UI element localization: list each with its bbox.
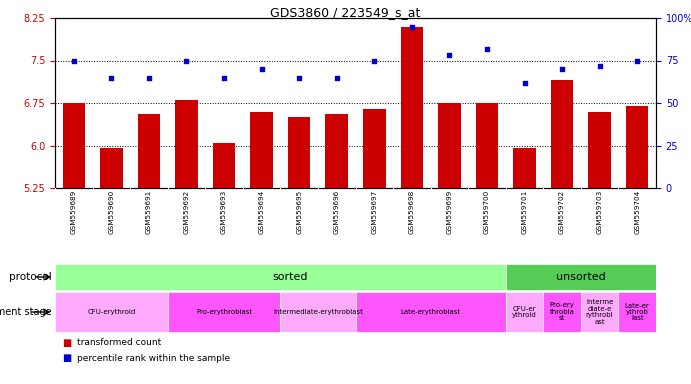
Text: unsorted: unsorted [556,272,606,282]
Bar [438,103,461,188]
Text: GSM559689: GSM559689 [70,190,77,235]
Point [68,58,79,64]
Bar [168,292,281,332]
Point [294,74,305,81]
Bar [288,117,310,188]
Bar [176,100,198,188]
Point [106,74,117,81]
Bar [250,111,273,188]
Bar [213,143,236,188]
Text: GSM559696: GSM559696 [334,190,340,235]
Text: sorted: sorted [272,272,307,282]
Bar [281,292,355,332]
Point [369,58,380,64]
Bar [55,292,168,332]
Point [143,74,154,81]
Bar [62,103,85,188]
Bar [618,292,656,332]
Text: GSM559697: GSM559697 [371,190,377,235]
Text: GSM559695: GSM559695 [296,190,302,235]
Bar [363,109,386,188]
Point [594,63,605,69]
Text: GSM559700: GSM559700 [484,190,490,235]
Point [632,58,643,64]
Text: ■: ■ [62,338,71,348]
Text: Intermediate-erythroblast: Intermediate-erythroblast [273,309,363,315]
Bar [551,80,574,188]
Text: development stage: development stage [0,307,52,317]
Text: transformed count: transformed count [77,338,162,347]
Text: Pro-ery
throbla
st: Pro-ery throbla st [549,303,574,321]
Text: Pro-erythroblast: Pro-erythroblast [196,309,252,315]
Text: GSM559701: GSM559701 [522,190,527,235]
Point [482,46,493,52]
Bar [506,292,543,332]
Bar [475,103,498,188]
Point [218,74,229,81]
Text: Interme
diate-e
rythrobl
ast: Interme diate-e rythrobl ast [586,299,614,325]
Bar [581,292,618,332]
Point [444,52,455,58]
Text: Late-erythroblast: Late-erythroblast [401,309,461,315]
Bar [325,114,348,188]
Point [556,66,567,72]
Point [519,79,530,86]
Bar [55,265,506,290]
Point [331,74,342,81]
Text: Late-er
ythrob
last: Late-er ythrob last [625,303,650,321]
Text: GSM559702: GSM559702 [559,190,565,235]
Text: GSM559690: GSM559690 [108,190,114,235]
Text: GSM559699: GSM559699 [446,190,453,235]
Text: protocol: protocol [9,272,52,282]
Point [256,66,267,72]
Bar [506,265,656,290]
Text: GSM559694: GSM559694 [258,190,265,235]
Bar [401,26,423,188]
Text: GSM559693: GSM559693 [221,190,227,235]
Text: percentile rank within the sample: percentile rank within the sample [77,354,230,363]
Text: GSM559704: GSM559704 [634,190,641,235]
Bar [100,148,122,188]
Point [406,23,417,30]
Bar [355,292,506,332]
Text: GSM559692: GSM559692 [184,190,189,235]
Bar [138,114,160,188]
Point [181,58,192,64]
Text: CFU-erythroid: CFU-erythroid [87,309,135,315]
Bar [543,292,581,332]
Text: ■: ■ [62,353,71,363]
Text: GSM559698: GSM559698 [409,190,415,235]
Text: GDS3860 / 223549_s_at: GDS3860 / 223549_s_at [270,6,421,19]
Bar [589,111,611,188]
Text: CFU-er
ythroid: CFU-er ythroid [512,306,537,318]
Text: GSM559691: GSM559691 [146,190,152,235]
Bar [626,106,648,188]
Text: GSM559703: GSM559703 [596,190,603,235]
Bar [513,148,536,188]
